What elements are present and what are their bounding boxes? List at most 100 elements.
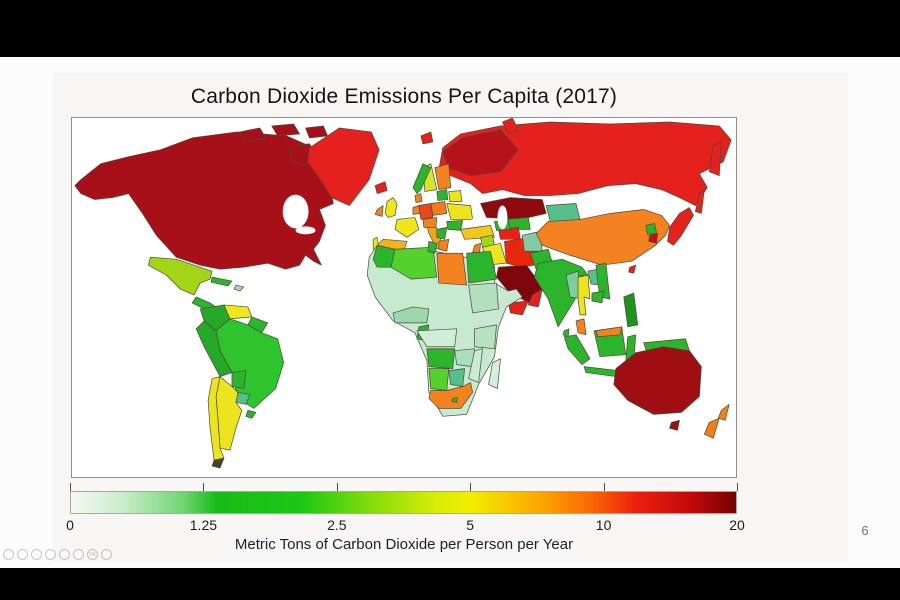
russia-northwest-region [442,129,519,177]
africa-group [366,240,523,417]
control-8-icon[interactable] [101,549,112,560]
malaysia-region [595,326,623,338]
chile-region [207,376,225,461]
novaya-zemlya-region [502,118,519,135]
control-1-icon[interactable] [3,549,14,560]
great-lakes [295,226,316,235]
colorbar-tick [737,483,738,491]
control-5-icon[interactable] [59,549,70,560]
mongolia-region [545,203,581,222]
algeria-region [390,246,438,280]
uk-region [384,197,398,218]
ireland-region [374,205,384,217]
ok-icon[interactable]: OK [87,549,98,560]
romania-region [446,220,464,231]
slide-area: Carbon Dioxide Emissions Per Capita (201… [0,57,900,568]
new-zealand-region [703,417,720,439]
yemen-region [508,300,529,316]
south-america-group [195,304,285,469]
sudan-region [468,282,499,314]
philippines-region [623,292,639,328]
czech-austria-region [422,217,438,228]
tunisia-region [427,240,438,254]
asia-group [460,197,694,377]
southern-tip-region [211,457,225,469]
new-zealand-region [717,404,730,421]
botswana-region [448,368,466,387]
sakhalin-region [695,189,705,214]
control-2-icon[interactable] [17,549,28,560]
bolivia-region [231,370,247,389]
black-sea [470,217,487,226]
page-title: Carbon Dioxide Emissions Per Capita (201… [190,85,618,108]
peru-region [195,320,233,377]
taiwan-region [628,264,637,274]
mozambique-region [468,348,483,383]
baltics-region [436,189,449,201]
oceania-group [613,346,730,439]
colorbar-tick [603,483,605,491]
slide-number: 6 [861,523,869,538]
control-4-icon[interactable] [45,549,56,560]
nigeria-ghana-region [392,306,430,324]
egypt-region [466,250,497,284]
turkey-region [460,225,495,240]
caspian-sea [497,205,508,230]
colorbar-tick-label: 1.25 [189,517,218,533]
colorbar-tick-label: 10 [595,517,612,533]
cuba-region [210,276,233,287]
east-africa-region [474,324,497,350]
colorbar-axis-label: Metric Tons of Carbon Dioxide per Person… [234,536,574,553]
hispaniola-region [233,284,245,292]
lesotho-region [451,397,459,403]
colorbar-tick-label: 2.5 [327,517,347,533]
north-korea-region [645,223,657,235]
north-america-region [74,131,344,270]
norway-region [412,163,432,194]
balkans-region [436,227,448,240]
colorbar-tick-label: 20 [729,517,745,533]
japan-region [667,207,694,246]
south-korea-region [648,233,658,244]
mexico-region [148,256,213,296]
malaysia-region [575,318,587,336]
tasmania-region [669,419,680,431]
arctic-islands-region [305,125,328,139]
colorbar-tick [470,483,472,491]
angola-region [426,348,456,369]
namibia-region [428,368,450,391]
indonesia-region [563,334,591,365]
greece-region [438,238,450,252]
thailand-region [577,274,591,316]
australia-region [613,346,702,415]
china-region [535,209,670,266]
cambodia-region [591,290,605,304]
south-africa-region [428,382,473,409]
arctic-islands-region [239,127,267,143]
greenland-region [307,127,380,206]
colorbar-tick-label: 5 [466,517,475,533]
saudi-arabia-region [496,264,545,304]
overlay-toolbar: OK [3,549,112,562]
europe-group [372,118,732,254]
svalbard-region [420,131,434,145]
finland-region [434,163,452,190]
belarus-region [448,190,463,202]
colorbar-tick [336,483,338,491]
oman-region [527,288,543,308]
arctic-islands-region [271,123,300,137]
world-map [72,118,736,477]
colorbar-tick-label: 0 [66,517,74,533]
ukraine-region [446,203,473,220]
poland-region [430,201,448,216]
control-6-icon[interactable] [73,549,84,560]
colorbar-ticks [70,483,738,491]
control-3-icon[interactable] [31,549,42,560]
colorbar-tick [203,483,205,491]
bottom-letterbox-bar [0,568,900,600]
uruguay-region [245,410,257,419]
colorbar-tick-labels: 0 1.25 2.5 5 10 20 [66,517,745,534]
denmark-region [414,193,423,203]
iceland-region [374,181,388,194]
